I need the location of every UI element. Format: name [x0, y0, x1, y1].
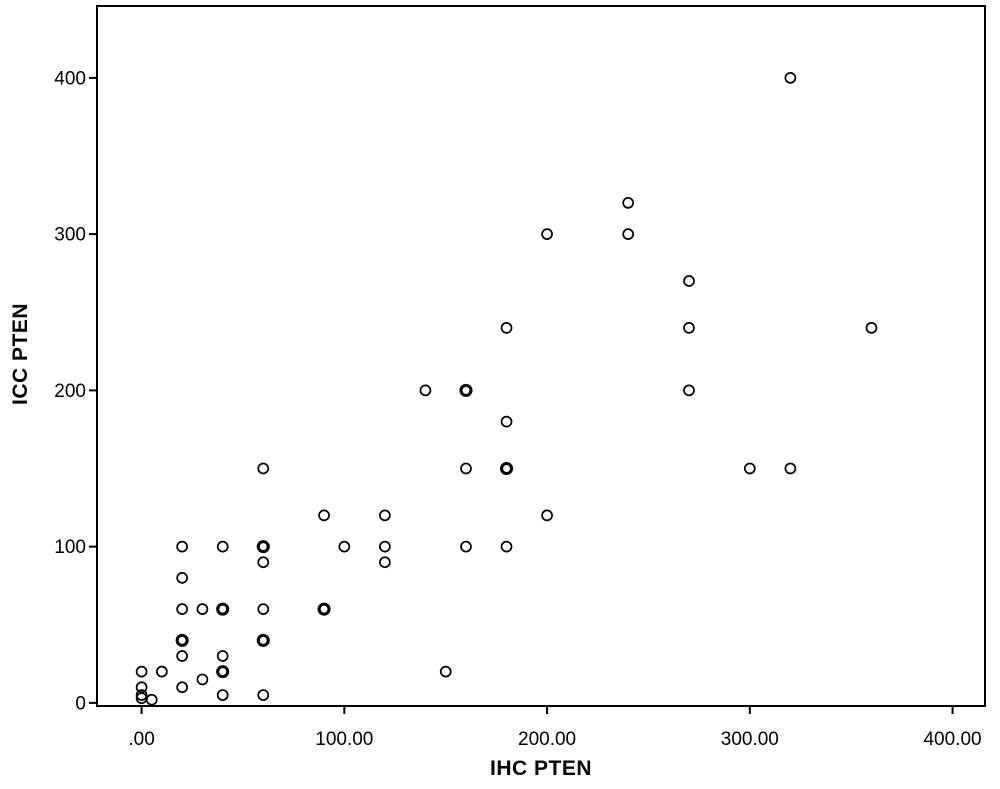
- x-tick-label: 200.00: [518, 729, 576, 750]
- data-point: [379, 540, 391, 553]
- data-point: [257, 556, 270, 569]
- y-tick-label: 200: [54, 381, 86, 402]
- data-point: [460, 540, 472, 553]
- data-point: [176, 603, 189, 615]
- data-point: [379, 556, 391, 569]
- x-tick-label: 400.00: [923, 729, 981, 750]
- data-point: [622, 228, 635, 240]
- data-point: [176, 540, 189, 553]
- x-tick-label: .00: [128, 729, 154, 750]
- data-point: [500, 415, 513, 428]
- data-point: [865, 322, 878, 334]
- data-point: [176, 650, 189, 662]
- data-point: [338, 540, 351, 553]
- data-point: [499, 461, 514, 476]
- data-point: [216, 650, 229, 662]
- data-point: [257, 462, 270, 475]
- x-axis-title: IHC PTEN: [489, 757, 592, 780]
- data-point: [135, 689, 148, 701]
- x-tick-label: 300.00: [721, 729, 779, 750]
- data-point: [683, 275, 695, 287]
- data-point: [500, 322, 513, 334]
- data-point: [784, 72, 797, 84]
- y-tick-label: 300: [54, 225, 86, 246]
- data-point: [439, 665, 452, 678]
- data-point: [145, 693, 158, 706]
- data-point: [460, 462, 472, 475]
- data-point: [176, 572, 189, 584]
- y-tick-label: 100: [54, 537, 86, 558]
- data-point: [379, 509, 391, 522]
- data-point: [135, 665, 148, 678]
- data-point: [135, 681, 148, 694]
- x-tick-label: 100.00: [315, 729, 373, 750]
- data-point: [257, 689, 270, 701]
- data-point: [318, 509, 330, 522]
- data-point: [541, 509, 553, 522]
- y-axis-title-wrap: ICC PTEN: [4, 0, 38, 708]
- data-point: [459, 383, 473, 397]
- data-point: [622, 197, 635, 209]
- data-point: [176, 681, 189, 694]
- y-tick-label: 400: [54, 68, 86, 89]
- data-point: [683, 384, 695, 397]
- plot-frame: [96, 5, 986, 707]
- data-point: [216, 602, 230, 616]
- data-point: [216, 540, 229, 553]
- data-point: [196, 603, 209, 615]
- data-point: [196, 673, 209, 686]
- y-axis-title: ICC PTEN: [9, 302, 32, 405]
- data-point: [683, 322, 695, 334]
- data-point: [216, 665, 230, 679]
- data-point: [500, 540, 513, 553]
- data-point: [257, 603, 270, 615]
- data-point: [541, 228, 553, 240]
- data-point: [256, 633, 270, 647]
- data-point: [156, 665, 168, 678]
- data-point: [784, 462, 797, 475]
- data-point: [216, 689, 229, 701]
- data-point: [175, 633, 189, 647]
- data-point: [419, 384, 432, 397]
- y-tick-label: 0: [75, 693, 86, 714]
- data-point: [317, 602, 331, 616]
- data-point: [256, 540, 270, 554]
- data-point: [743, 462, 756, 475]
